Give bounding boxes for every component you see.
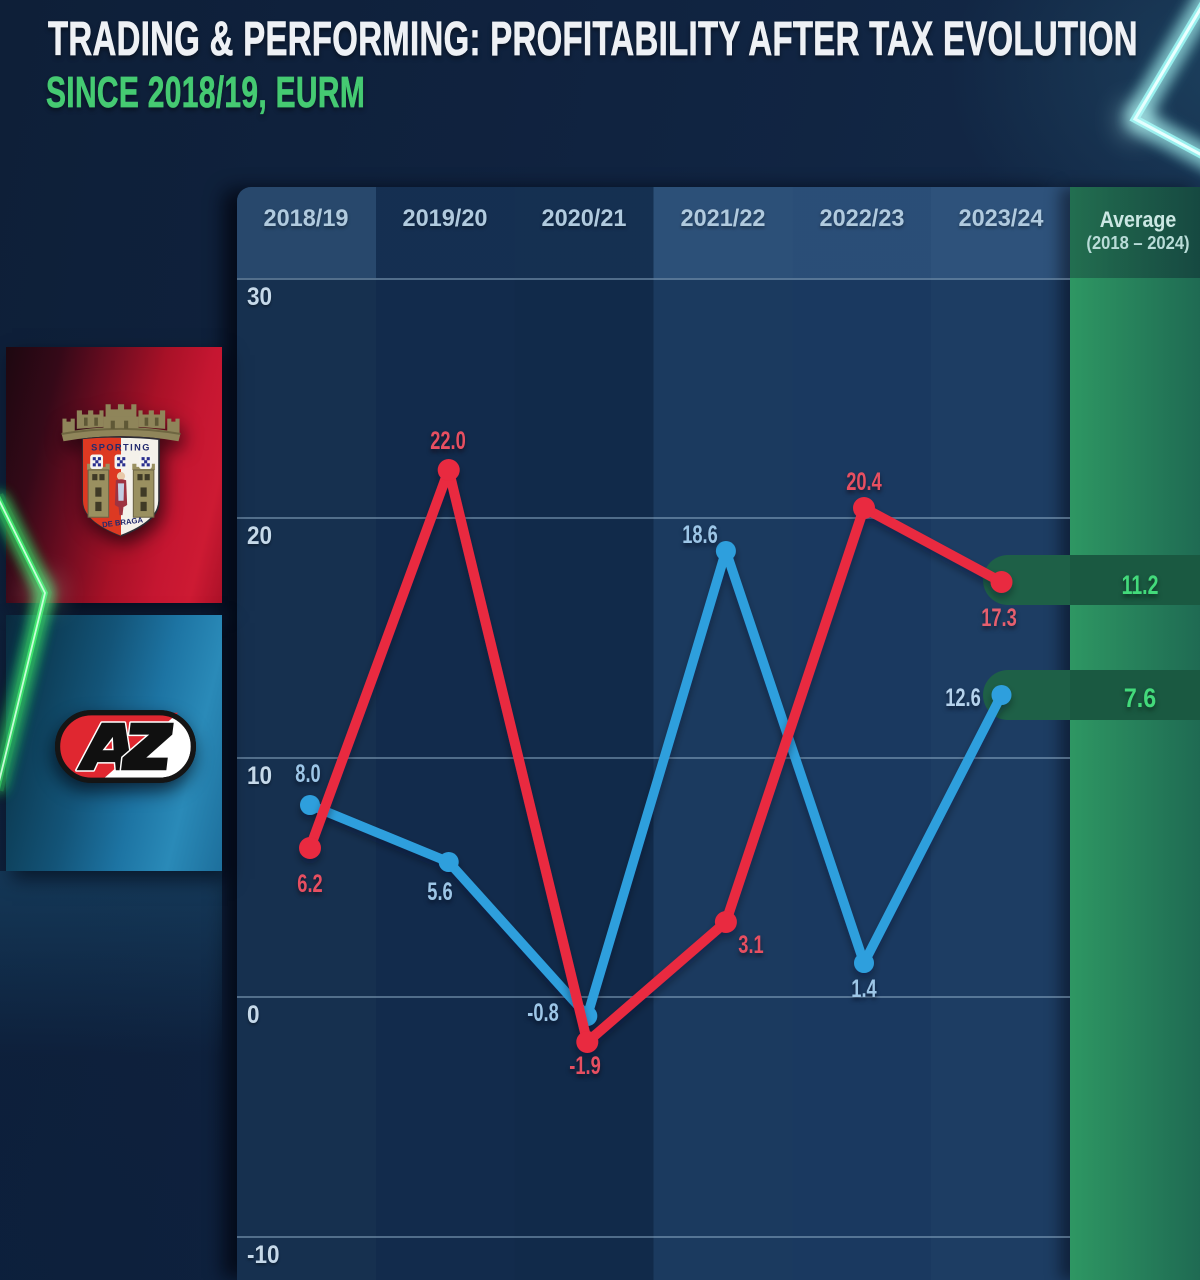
svg-text:SPORTING: SPORTING (91, 442, 151, 452)
